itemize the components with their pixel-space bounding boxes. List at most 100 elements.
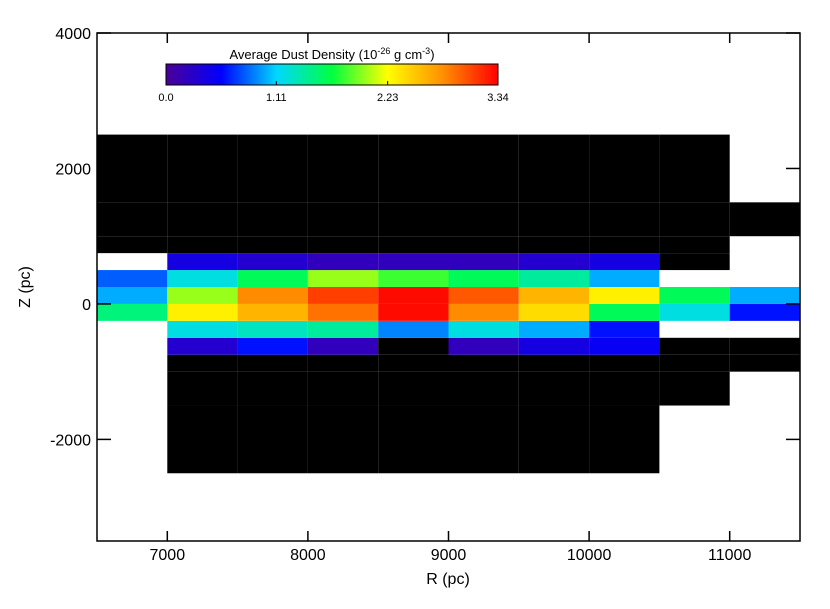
heat-cell xyxy=(167,202,238,237)
heat-cell xyxy=(589,405,660,474)
colorbar-tick-label: 3.34 xyxy=(487,92,508,104)
heat-cell xyxy=(448,134,519,203)
heat-cell xyxy=(378,405,449,474)
heat-cell xyxy=(378,236,449,254)
heat-cell xyxy=(378,270,449,287)
heat-cell xyxy=(378,134,449,203)
heat-cell xyxy=(237,320,308,338)
heat-cell xyxy=(589,320,660,338)
x-tick-label: 10000 xyxy=(567,547,612,564)
heat-cell xyxy=(167,303,238,321)
heat-cell xyxy=(589,337,660,355)
heat-cell xyxy=(167,134,238,203)
heat-cell xyxy=(518,337,590,355)
colorbar-title-part: Average Dust Density (10 xyxy=(229,47,377,62)
heat-cell xyxy=(518,354,590,372)
heat-cell xyxy=(237,303,308,321)
heat-cell xyxy=(518,371,590,406)
y-tick-label: 2000 xyxy=(55,161,91,178)
heat-cell xyxy=(167,236,238,254)
heat-cell xyxy=(237,253,308,271)
heat-cell xyxy=(518,236,590,254)
heat-cell xyxy=(448,236,519,254)
heat-cell xyxy=(518,303,590,321)
heat-cell xyxy=(659,134,730,203)
heat-cell xyxy=(729,202,800,237)
heat-cell xyxy=(518,320,590,338)
heat-cell xyxy=(307,354,379,372)
x-tick-label: 11000 xyxy=(708,547,751,564)
heat-cell xyxy=(167,320,238,338)
colorbar-title-part: ) xyxy=(430,47,434,62)
x-axis-label: R (pc) xyxy=(426,571,470,588)
heat-cell xyxy=(659,287,730,304)
heat-cell xyxy=(97,287,168,304)
heat-cell xyxy=(237,287,308,304)
colorbar-title-part: g cm xyxy=(390,47,422,62)
heat-cell xyxy=(307,320,379,338)
heat-cell xyxy=(659,371,730,406)
heat-cell xyxy=(167,337,238,355)
y-tick-label: 4000 xyxy=(55,26,91,43)
heat-cell xyxy=(659,354,730,372)
heat-cell xyxy=(97,270,168,287)
heat-cell xyxy=(589,354,660,372)
heat-cell xyxy=(589,287,660,304)
heat-cell xyxy=(307,236,379,254)
heat-cell xyxy=(378,371,449,406)
x-tick-label: 7000 xyxy=(150,547,186,564)
heat-cell xyxy=(307,405,379,474)
heat-cell xyxy=(307,337,379,355)
colorbar-tick-label: 2.23 xyxy=(377,92,398,104)
heat-cell xyxy=(307,202,379,237)
heat-cell xyxy=(589,371,660,406)
heat-cell xyxy=(378,354,449,372)
heat-cell xyxy=(237,236,308,254)
heat-cell xyxy=(589,236,660,254)
colorbar xyxy=(165,63,499,86)
colorbar-title-part: -26 xyxy=(377,46,390,56)
heat-cell xyxy=(448,354,519,372)
heat-cell xyxy=(659,337,730,355)
heat-cell xyxy=(167,354,238,372)
heat-cell xyxy=(378,253,449,271)
y-tick-label: -2000 xyxy=(50,432,91,449)
heat-cell xyxy=(518,405,590,474)
heat-cell xyxy=(729,303,800,321)
heat-cell xyxy=(659,202,730,237)
heat-cell xyxy=(378,337,449,355)
heat-cell xyxy=(589,270,660,287)
heat-cell xyxy=(307,253,379,271)
heat-cell xyxy=(307,371,379,406)
heat-cell xyxy=(237,270,308,287)
heat-cell xyxy=(729,337,800,355)
heat-cell xyxy=(448,337,519,355)
x-tick-label: 8000 xyxy=(290,547,326,564)
heat-cell xyxy=(448,287,519,304)
heat-cell xyxy=(378,320,449,338)
heat-cell xyxy=(237,337,308,355)
heat-cell xyxy=(237,134,308,203)
heat-cell xyxy=(97,236,168,254)
heat-cell xyxy=(518,270,590,287)
heat-cell xyxy=(589,303,660,321)
heat-cell xyxy=(378,202,449,237)
heat-cell xyxy=(237,202,308,237)
heat-cell xyxy=(448,270,519,287)
heat-cell xyxy=(659,303,730,321)
heat-cell xyxy=(518,134,590,203)
heat-cell xyxy=(448,371,519,406)
colorbar-tick-label: 1.11 xyxy=(266,92,287,104)
colorbar-tick-label: 0.0 xyxy=(158,92,173,104)
heat-cell xyxy=(167,287,238,304)
heat-cell xyxy=(97,303,168,321)
heat-cell xyxy=(167,405,238,474)
heat-cell xyxy=(167,253,238,271)
heat-cell xyxy=(518,253,590,271)
heat-cell xyxy=(378,303,449,321)
y-tick-label: 0 xyxy=(82,297,91,314)
heat-cell xyxy=(307,287,379,304)
heat-cell xyxy=(448,253,519,271)
heat-cell xyxy=(448,320,519,338)
heat-cell xyxy=(589,202,660,237)
